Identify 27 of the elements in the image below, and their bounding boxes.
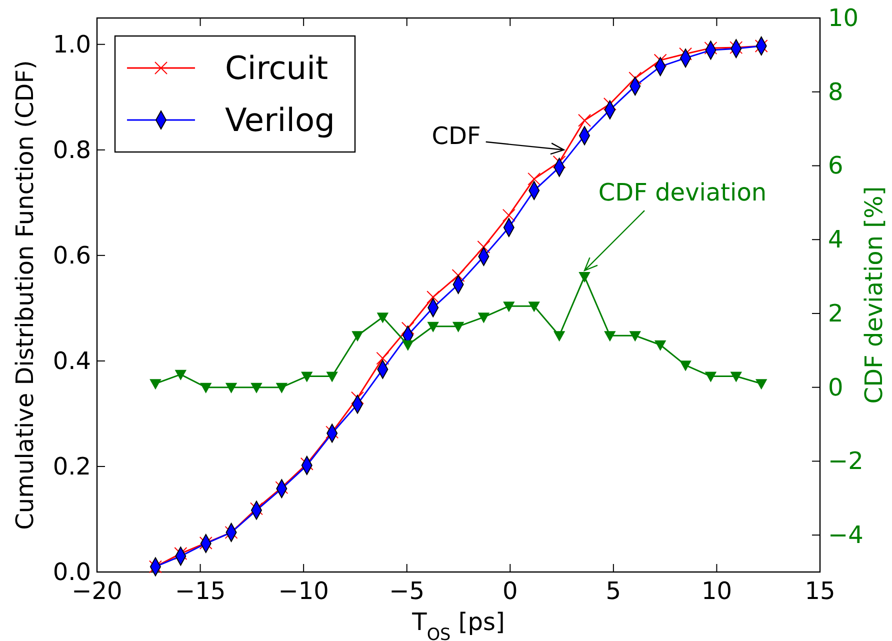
y-axis-title: Cumulative Distribution Function (CDF) bbox=[11, 60, 39, 530]
x-tick-label: 15 bbox=[804, 577, 836, 605]
y-tick-label: 0.2 bbox=[52, 452, 91, 480]
y2-tick-label: 0 bbox=[828, 373, 844, 402]
y2-axis-title: CDF deviation [%] bbox=[860, 186, 888, 404]
y2-tick-label: −4 bbox=[828, 521, 864, 550]
y2-tick-label: 4 bbox=[828, 226, 844, 254]
y2-tick-label: 8 bbox=[828, 78, 844, 106]
legend-label: Verilog bbox=[225, 101, 335, 139]
x-tick-label: −5 bbox=[389, 577, 425, 605]
x-tick-label: −15 bbox=[174, 577, 226, 605]
y-tick-label: 0.8 bbox=[52, 136, 91, 164]
y2-tick-label: −2 bbox=[828, 447, 864, 476]
x-tick-label: 5 bbox=[606, 577, 622, 605]
y2-tick-label: 6 bbox=[828, 152, 844, 180]
legend-label: Circuit bbox=[225, 49, 328, 87]
annotation: CDF deviation bbox=[598, 178, 767, 207]
y-tick-label: 0.4 bbox=[52, 346, 91, 375]
y-tick-label: 1.0 bbox=[52, 30, 91, 58]
y2-tick-label: 2 bbox=[828, 299, 844, 328]
annotation: CDF bbox=[432, 122, 481, 150]
y-tick-label: 0.6 bbox=[52, 241, 91, 270]
x-axis-title: T$_{OS}$ [ps] bbox=[411, 608, 505, 641]
x-tick-label: 10 bbox=[701, 577, 732, 605]
x-tick-label: −10 bbox=[278, 577, 329, 605]
x-tick-label: 0 bbox=[502, 577, 518, 605]
y2-tick-label: 10 bbox=[828, 4, 859, 32]
